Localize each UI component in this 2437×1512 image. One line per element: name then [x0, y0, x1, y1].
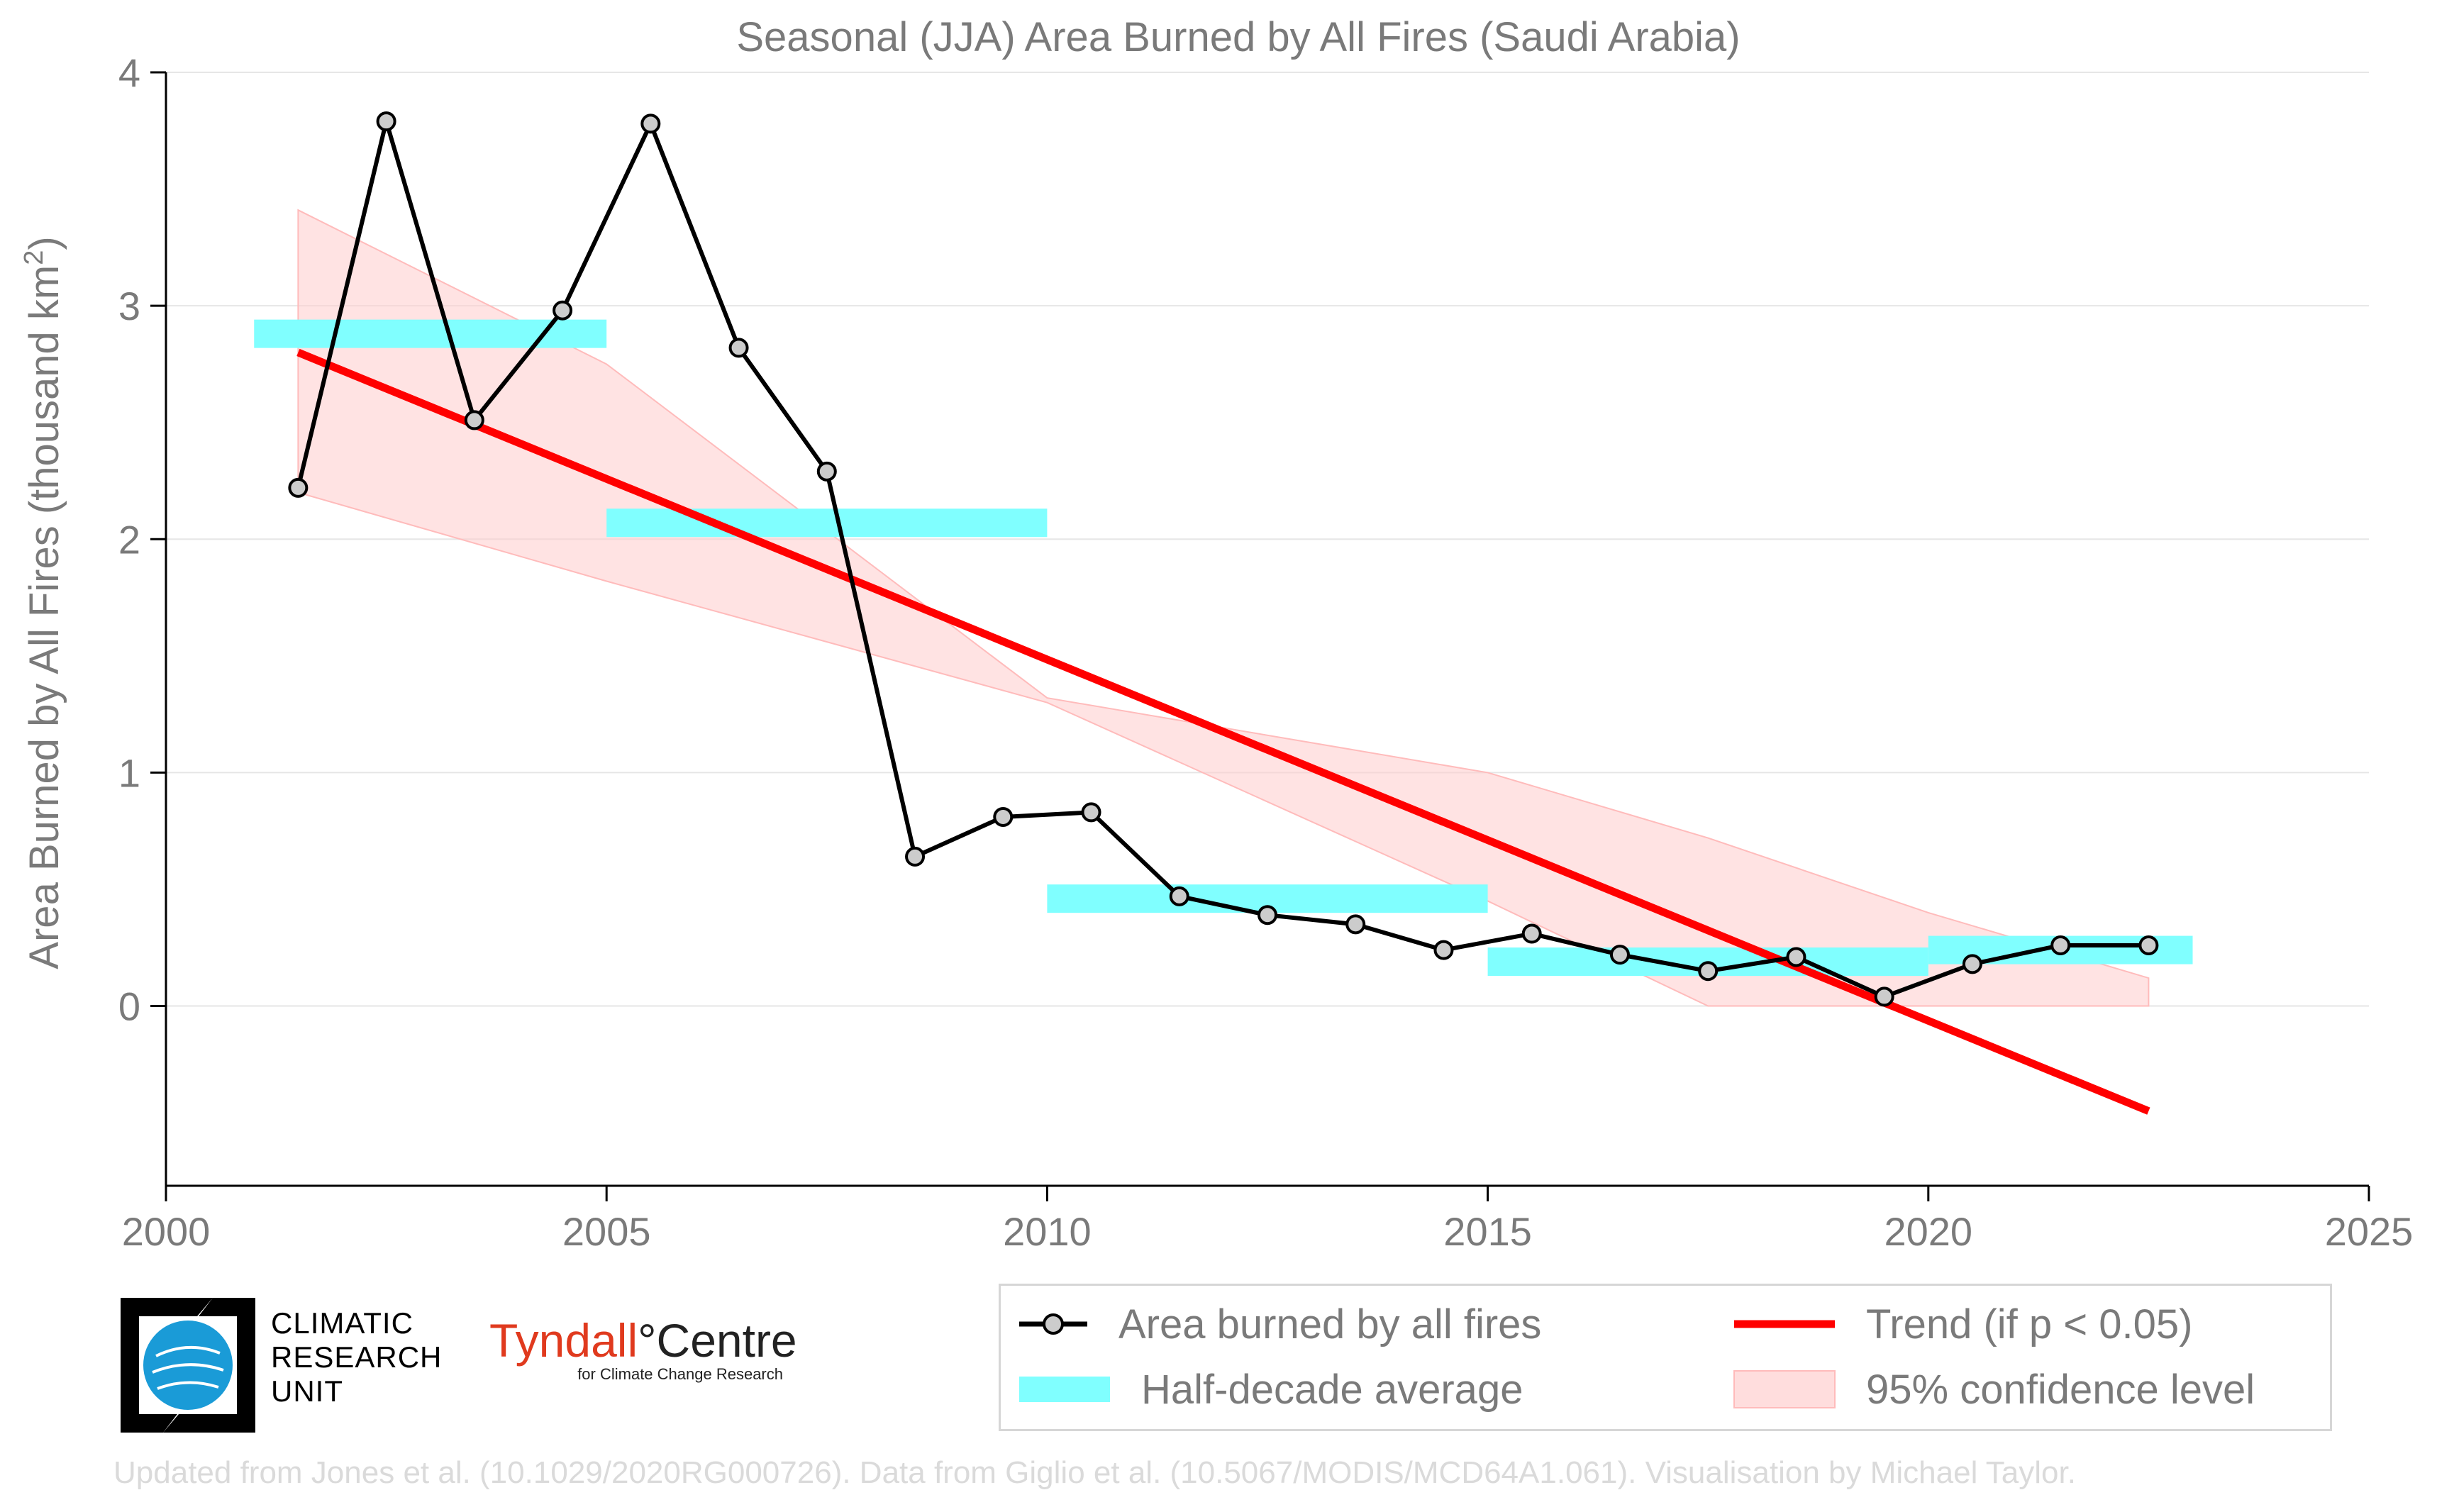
red-line-swatch-icon [1734, 1320, 1835, 1328]
area-burned-point [2138, 935, 2159, 955]
cyan-bar-swatch-icon [1019, 1377, 1110, 1402]
y-axis-label: Area Burned by All Fires (thousand km2) [19, 236, 67, 969]
area-burned-point [1258, 905, 1277, 925]
x-tick-label: 2000 [122, 1209, 211, 1254]
trend-line [296, 348, 2150, 1115]
legend-label: 95% confidence level [1866, 1366, 2255, 1413]
legend-label: Half-decade average [1141, 1366, 1523, 1413]
area-burned-point [1169, 886, 1189, 906]
legend-item-area-burned: Area burned by all fires [1016, 1296, 1541, 1352]
x-tick-label: 2005 [562, 1209, 651, 1254]
area-burned-line [296, 119, 2149, 999]
x-tick-label: 2025 [2325, 1209, 2414, 1254]
legend-item-half-decade: Half-decade average [1016, 1361, 1523, 1418]
y-tick-label: 0 [118, 984, 140, 1029]
x-tick-label: 2010 [1003, 1209, 1092, 1254]
area-burned-point [1786, 947, 1806, 967]
area-burned-point [1962, 954, 1982, 974]
area-burned-point [1345, 914, 1366, 935]
area-burned-point [2050, 935, 2071, 955]
pink-band-swatch-icon [1733, 1370, 1836, 1408]
legend-item-confidence: 95% confidence level [1731, 1361, 2255, 1418]
y-tick-label: 3 [118, 284, 140, 328]
tyndall-degree: ° [638, 1314, 657, 1367]
trend-line-layer [296, 348, 2150, 1115]
half-decade-average-bar [606, 508, 1048, 538]
half-decade-average-layer [254, 319, 2193, 977]
chart-legend: Area burned by all fires Trend (if p < 0… [999, 1284, 2332, 1431]
line-marker-swatch-icon [1019, 1313, 1087, 1335]
cru-globe-icon [121, 1298, 255, 1433]
y-tick-label: 4 [118, 50, 140, 95]
y-axis-label-main: Area Burned by All Fires (thousand km [21, 265, 67, 969]
area-burned-point [288, 477, 309, 498]
area-burned-point [816, 461, 837, 482]
area-burned-point [1609, 945, 1630, 965]
x-tick-label: 2020 [1884, 1209, 1973, 1254]
area-burned-point [640, 113, 661, 134]
chart-title: Seasonal (JJA) Area Burned by All Fires … [736, 14, 1740, 60]
y-axis-label-superscript: 2 [19, 250, 49, 265]
area-burned-point [464, 410, 484, 430]
area-burned-point [553, 300, 573, 321]
tyndall-centre: Centre [656, 1314, 797, 1367]
area-burned-point [905, 846, 926, 867]
area-burned-point [1874, 986, 1894, 1007]
climatic-research-unit-logo: CLIMATIC RESEARCH UNIT [113, 1291, 443, 1440]
area-burned-point [376, 111, 396, 132]
cru-text-line2: RESEARCH [271, 1340, 443, 1374]
half-decade-average-bar [254, 319, 607, 348]
area-burned-point [728, 338, 749, 358]
area-burned-series-layer [288, 111, 2159, 1007]
legend-label: Area burned by all fires [1118, 1301, 1542, 1347]
area-burned-point [1433, 940, 1454, 960]
cru-text-line3: UNIT [271, 1374, 343, 1408]
legend-item-trend: Trend (if p < 0.05) [1731, 1296, 2192, 1352]
tyndall-centre-logo: Tyndall°Centre for Climate Change Resear… [489, 1314, 797, 1394]
area-burned-point [1521, 923, 1542, 944]
y-tick-label: 1 [118, 750, 140, 795]
data-credit: Updated from Jones et al. (10.1029/2020R… [113, 1455, 2076, 1490]
x-tick-label: 2015 [1443, 1209, 1532, 1254]
legend-label: Trend (if p < 0.05) [1866, 1301, 2193, 1347]
area-burned-point [1698, 961, 1719, 982]
axes: 0 1 2 3 4 2000 2005 2010 2015 2020 2025 [118, 50, 2413, 1254]
tyndall-name: Tyndall [489, 1314, 638, 1367]
y-tick-label: 2 [118, 517, 140, 562]
area-burned-point [993, 806, 1014, 827]
tyndall-subtitle: for Climate Change Research [577, 1365, 783, 1383]
cru-text-line1: CLIMATIC [271, 1306, 413, 1340]
area-burned-point [1081, 802, 1101, 823]
y-axis-label-close: ) [21, 236, 67, 250]
